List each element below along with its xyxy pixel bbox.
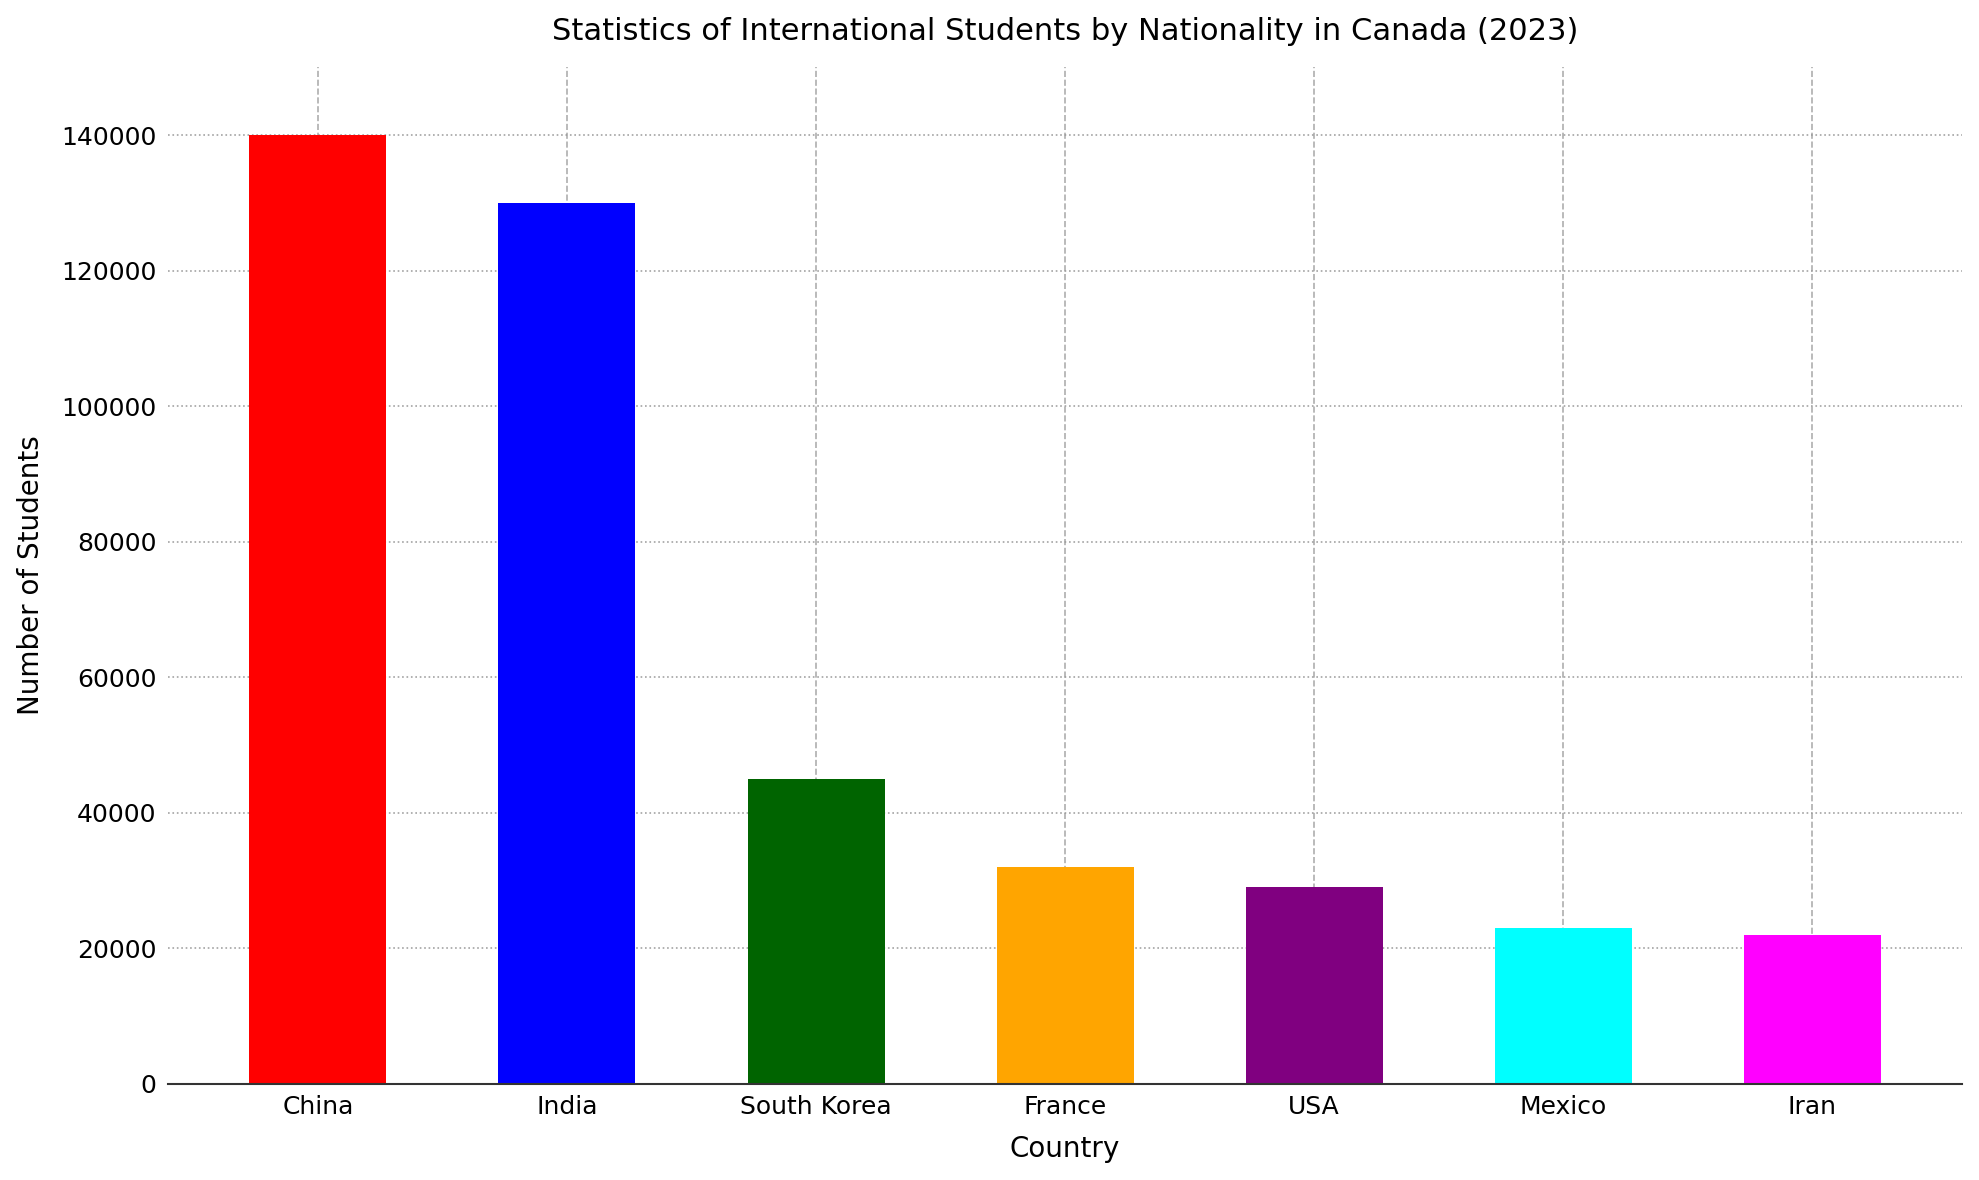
Bar xyxy=(499,203,635,1083)
Bar xyxy=(997,867,1134,1083)
Bar xyxy=(748,779,885,1083)
Bar xyxy=(249,136,386,1083)
Title: Statistics of International Students by Nationality in Canada (2023): Statistics of International Students by … xyxy=(552,17,1579,46)
Bar xyxy=(1743,935,1880,1083)
Bar xyxy=(1245,887,1383,1083)
Bar xyxy=(1494,927,1633,1083)
Y-axis label: Number of Students: Number of Students xyxy=(16,435,46,715)
X-axis label: Country: Country xyxy=(1009,1135,1120,1163)
